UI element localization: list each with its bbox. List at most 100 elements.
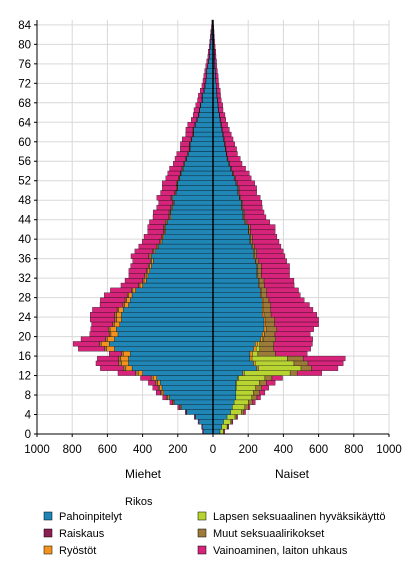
bar-men-segment [198,419,214,425]
bar-women-segment [212,336,261,342]
bar-men-segment [206,73,214,79]
bar-women-segment [212,258,256,264]
legend-swatch [197,545,207,555]
bar-men-segment [167,394,170,401]
bar-women-segment [212,321,265,327]
x-tick-label: 800 [344,444,363,456]
legend-label: Vainoaminen, laiton uhkaus [213,545,348,557]
bar-men-segment [160,380,214,386]
bar-women-segment [260,336,263,342]
bar-women-segment [251,394,258,401]
bar-women-segment [256,365,259,371]
bar-women-segment [271,375,283,381]
bar-women-segment [212,234,251,240]
bar-women-segment [212,375,238,381]
bar-men-segment [155,380,158,386]
bar-women-segment [212,204,242,211]
bar-men-segment [156,195,172,201]
bar-men-segment [153,248,156,254]
bar-women-segment [232,404,245,410]
bar-men-segment [147,229,164,235]
bar-men-segment [120,355,129,362]
right-side-label: Naiset [275,467,310,481]
bar-men-segment [90,326,109,332]
bar-women-segment [257,351,276,357]
bar-men-segment [114,316,117,323]
bar-men-segment [153,258,214,264]
bar-men-segment [169,399,173,405]
y-tick-label: 44 [18,215,31,227]
bar-women-segment [264,282,295,289]
bar-men-segment [149,263,152,269]
bar-women-segment [259,380,267,386]
bar-women-segment [287,355,304,362]
bar-women-segment [212,307,263,313]
bar-men-segment [158,243,214,250]
bar-women-segment [231,419,234,425]
bar-women-segment [212,117,221,123]
bar-men-segment [126,297,131,303]
bar-women-segment [212,136,224,142]
bar-women-segment [212,161,229,167]
bar-women-segment [252,243,255,250]
bar-women-segment [212,209,244,215]
bar-women-segment [259,282,265,289]
bar-women-segment [234,414,237,420]
bar-women-segment [212,385,237,391]
bar-women-segment [257,341,260,347]
bar-women-segment [311,365,339,371]
bar-women-segment [274,331,311,337]
bar-women-segment [212,131,223,138]
bar-women-segment [212,346,254,352]
bar-men-segment [160,190,175,196]
bar-women-segment [266,287,299,293]
bar-men-segment [130,297,214,303]
bar-men-segment [152,248,154,254]
bar-women-segment [254,253,257,259]
bar-men-segment [121,312,214,318]
bar-men-segment [162,234,164,240]
bar-men-segment [185,131,193,138]
bar-men-segment [131,292,214,298]
y-tick-label: 24 [18,312,31,324]
bar-men-segment [116,312,122,318]
bar-men-segment [189,141,214,147]
bar-women-segment [212,424,222,430]
bar-women-segment [215,73,219,79]
bar-women-segment [238,190,257,196]
bar-women-segment [261,273,290,279]
bar-men-segment [177,404,180,410]
bar-men-segment [174,399,214,405]
bar-men-segment [104,292,128,298]
bar-women-segment [243,209,245,215]
bar-women-segment [212,243,252,250]
bar-women-segment [263,302,271,308]
bar-women-segment [273,346,311,352]
legend-label: Pahoinpitelyt [59,511,122,523]
bar-men-segment [124,277,143,284]
bar-women-segment [212,151,227,157]
legend-swatch [197,511,207,521]
y-tick-label: 60 [18,137,31,149]
bar-women-segment [250,224,276,230]
bar-women-segment [212,390,237,396]
bar-women-segment [216,88,221,94]
bar-men-segment [174,156,186,162]
bar-men-segment [193,131,214,138]
bar-men-segment [78,346,105,352]
bar-women-segment [212,175,235,181]
bar-women-segment [263,277,295,284]
bar-men-segment [109,331,112,337]
bar-women-segment [212,273,258,279]
bar-women-segment [255,385,262,391]
bar-men-segment [148,263,150,269]
bar-men-segment [107,336,115,342]
bar-men-segment [124,302,129,308]
bar-men-segment [97,355,119,362]
bar-men-segment [91,321,113,327]
bar-men-segment [179,175,214,181]
bar-women-segment [223,419,231,425]
bar-men-segment [109,341,214,347]
bar-women-segment [256,253,286,259]
bar-men-segment [151,258,154,264]
